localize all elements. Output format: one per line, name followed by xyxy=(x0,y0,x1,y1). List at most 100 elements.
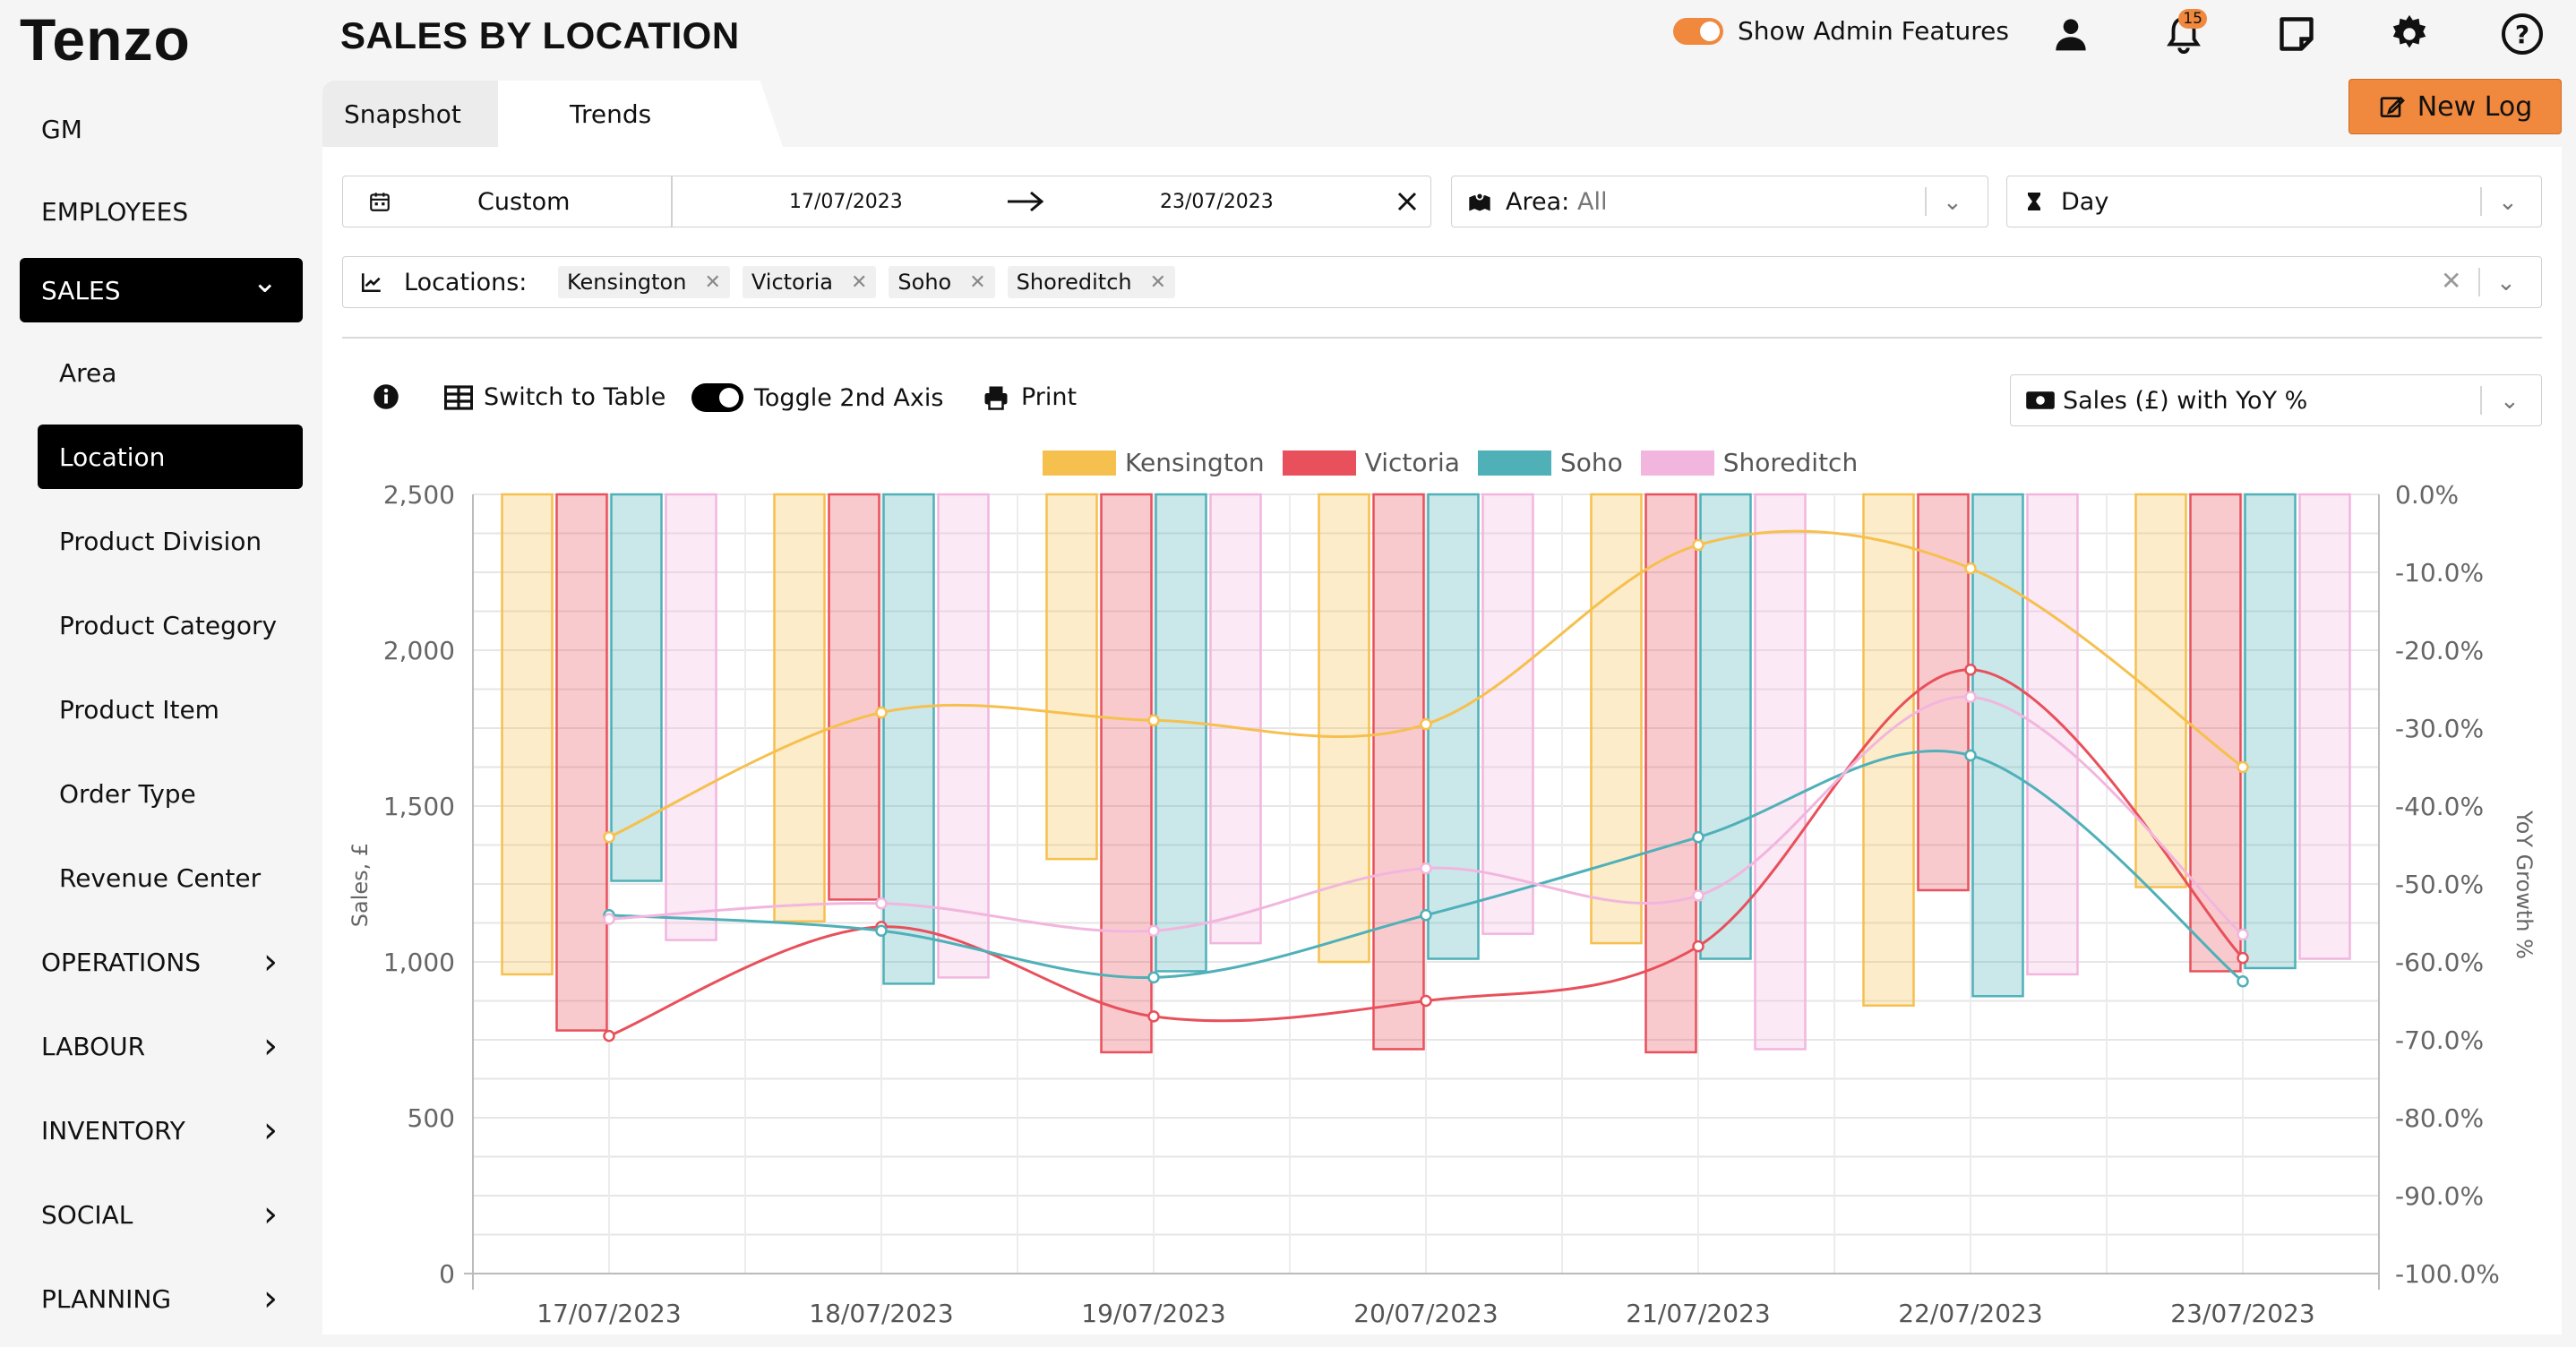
sidebar-item-product-category[interactable]: Product Category xyxy=(38,593,303,657)
sidebar-item-labour[interactable]: LABOUR › xyxy=(20,1014,303,1078)
info-button[interactable] xyxy=(373,383,399,410)
sidebar-item-label: GM xyxy=(41,114,82,144)
location-chip: Shoreditch ✕ xyxy=(1007,266,1176,298)
range-type[interactable]: Custom xyxy=(477,187,571,216)
sidebar-item-location[interactable]: Location xyxy=(38,425,303,489)
switch-to-table-button[interactable]: Switch to Table xyxy=(444,383,665,411)
filter-divider xyxy=(342,337,2542,339)
arrow-right-icon xyxy=(1008,191,1044,212)
help-icon[interactable]: ? xyxy=(2497,9,2547,59)
location-chip-label: Shoreditch xyxy=(1016,270,1132,295)
legend-item[interactable]: Kensington xyxy=(1043,448,1265,477)
sidebar-item-planning[interactable]: PLANNING › xyxy=(20,1266,303,1331)
sidebar-item-product-item[interactable]: Product Item xyxy=(38,677,303,742)
location-chip: Soho ✕ xyxy=(889,266,995,298)
area-separator xyxy=(1925,187,1927,216)
clear-date-icon[interactable] xyxy=(1396,191,1418,212)
remove-chip-icon[interactable]: ✕ xyxy=(969,270,986,294)
sidebar-item-sales[interactable]: SALES ⌄ xyxy=(20,258,303,322)
tab-snapshot[interactable]: Snapshot xyxy=(322,81,502,147)
gear-icon[interactable] xyxy=(2384,9,2434,59)
note-icon[interactable] xyxy=(2271,9,2322,59)
legend-item[interactable]: Shoreditch xyxy=(1640,448,1859,477)
chevron-right-icon: › xyxy=(263,1025,278,1067)
second-axis-switch[interactable] xyxy=(691,383,743,412)
tenzo-logo[interactable]: Tenzo xyxy=(20,6,191,73)
area-select[interactable]: Area: All ⌄ xyxy=(1451,176,1988,227)
sidebar-item-order-type[interactable]: Order Type xyxy=(38,761,303,826)
location-chip-label: Soho xyxy=(897,270,952,295)
locations-label: Locations: xyxy=(404,268,528,296)
legend-item[interactable]: Soho xyxy=(1477,448,1623,477)
area-value: All xyxy=(1577,187,1608,216)
metric-value: Sales (£) with YoY % xyxy=(2063,386,2308,415)
table-icon xyxy=(444,384,473,410)
location-chip: Victoria ✕ xyxy=(742,266,877,298)
sidebar-item-social[interactable]: SOCIAL › xyxy=(20,1182,303,1247)
chevron-down-icon[interactable]: ⌄ xyxy=(1943,189,1962,216)
printer-icon xyxy=(984,386,1008,410)
info-icon xyxy=(374,384,399,409)
legend-swatch xyxy=(1477,450,1551,476)
tab-trends[interactable]: Trends xyxy=(498,81,783,147)
admin-features-toggle[interactable] xyxy=(1673,18,1723,45)
legend-label: Shoreditch xyxy=(1722,448,1859,477)
svg-text:?: ? xyxy=(2515,20,2529,49)
sidebar-item-label: SALES xyxy=(41,275,121,305)
remove-chip-icon[interactable]: ✕ xyxy=(1149,270,1167,294)
sidebar-item-label: EMPLOYEES xyxy=(41,196,189,227)
hourglass-icon xyxy=(2028,193,2040,210)
locations-separator xyxy=(2478,268,2480,296)
chevron-right-icon: › xyxy=(263,941,278,982)
toggle-2nd-axis[interactable]: Toggle 2nd Axis xyxy=(691,383,943,412)
legend-item[interactable]: Victoria xyxy=(1282,448,1460,477)
end-date[interactable]: 23/07/2023 xyxy=(1160,190,1274,213)
location-chip-label: Victoria xyxy=(751,270,833,295)
remove-chip-icon[interactable]: ✕ xyxy=(704,270,721,294)
chevron-down-icon: ⌄ xyxy=(252,264,279,301)
user-icon[interactable] xyxy=(2046,9,2096,59)
new-log-button[interactable]: New Log xyxy=(2348,79,2562,134)
sidebar-item-inventory[interactable]: INVENTORY › xyxy=(20,1098,303,1163)
sidebar-item-revenue-center[interactable]: Revenue Center xyxy=(38,845,303,910)
metric-separator xyxy=(2480,386,2482,415)
sidebar-item-product-division[interactable]: Product Division xyxy=(38,509,303,573)
sidebar-item-area[interactable]: Area xyxy=(38,340,303,405)
date-range-picker[interactable]: Custom 17/07/2023 23/07/2023 xyxy=(342,176,1431,227)
sidebar-item-label: Order Type xyxy=(59,778,196,809)
start-date[interactable]: 17/07/2023 xyxy=(789,190,903,213)
map-icon xyxy=(1469,192,1490,211)
location-chips: Kensington ✕ Victoria ✕ Soho ✕ Shoreditch ✕ xyxy=(558,266,1188,298)
sidebar-item-operations[interactable]: OPERATIONS › xyxy=(20,930,303,994)
sidebar-item-label: SOCIAL xyxy=(41,1199,133,1230)
print-label: Print xyxy=(1021,383,1078,411)
chevron-right-icon: › xyxy=(263,1278,278,1319)
chevron-right-icon: › xyxy=(263,1194,278,1235)
chevron-down-icon[interactable]: ⌄ xyxy=(2498,189,2518,216)
chevron-right-icon: › xyxy=(263,1110,278,1151)
print-button[interactable]: Print xyxy=(982,383,1077,411)
bell-icon[interactable]: 15 xyxy=(2159,9,2209,59)
granularity-select[interactable]: Day ⌄ xyxy=(2006,176,2542,227)
sidebar-item-label: Product Division xyxy=(59,526,262,556)
sidebar-item-label: Location xyxy=(59,442,166,472)
sidebar-item-label: OPERATIONS xyxy=(41,947,202,977)
metric-select[interactable]: Sales (£) with YoY % ⌄ xyxy=(2010,374,2542,426)
location-chip-label: Kensington xyxy=(567,270,687,295)
sidebar-item-label: INVENTORY xyxy=(41,1115,185,1145)
sidebar-item-employees[interactable]: EMPLOYEES xyxy=(20,179,303,244)
legend-swatch xyxy=(1282,450,1356,476)
admin-features-label: Show Admin Features xyxy=(1738,16,2009,46)
toggle-2nd-axis-label: Toggle 2nd Axis xyxy=(754,383,944,412)
edit-icon xyxy=(2380,96,2405,117)
clear-locations-icon[interactable]: ✕ xyxy=(2441,266,2462,296)
calendar-icon xyxy=(370,193,390,211)
legend-label: Soho xyxy=(1559,448,1623,477)
legend-label: Victoria xyxy=(1364,448,1460,477)
sidebar-item-gm[interactable]: GM xyxy=(20,97,303,161)
remove-chip-icon[interactable]: ✕ xyxy=(850,270,868,294)
line-chart-icon xyxy=(361,273,381,293)
locations-select[interactable]: Locations: Kensington ✕ Victoria ✕ Soho ✕ Shor… xyxy=(342,256,2542,308)
chevron-down-icon[interactable]: ⌄ xyxy=(2496,270,2516,296)
chevron-down-icon[interactable]: ⌄ xyxy=(2500,388,2520,415)
